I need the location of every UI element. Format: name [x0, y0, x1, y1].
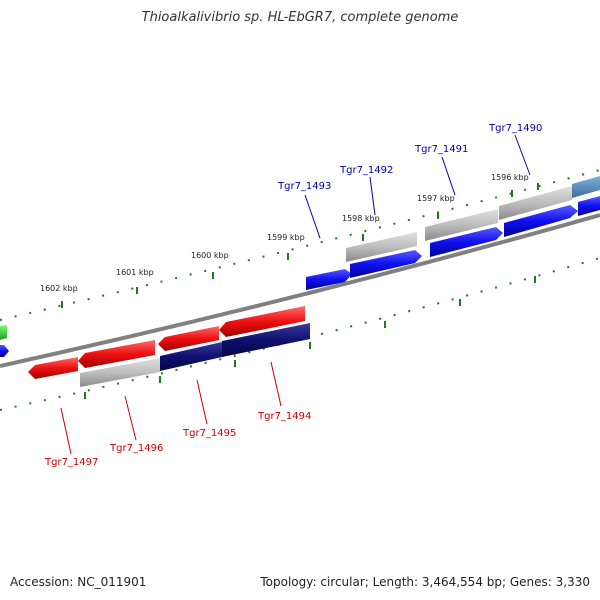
navy-gene-arrow[interactable] [160, 342, 222, 371]
gene-arrow-left-edge[interactable] [0, 345, 9, 357]
grey-gene-arrow[interactable] [425, 209, 498, 241]
gene-arrow-forward-edge[interactable] [578, 196, 600, 216]
grey-gene-arrow[interactable] [499, 186, 572, 220]
topology-text: Topology: circular; Length: 3,464,554 bp… [260, 575, 590, 589]
major-ticks-inner [84, 276, 536, 399]
forward-labels: Tgr7_1493 Tgr7_1492 Tgr7_1491 Tgr7_1490 [277, 123, 542, 239]
forward-genes [0, 196, 600, 357]
gene-label-forward: Tgr7_1490 [488, 123, 542, 134]
reverse-genes [28, 306, 305, 379]
gene-arrow-tgr7-1492[interactable] [350, 250, 422, 278]
tick-label: 1601 kbp [116, 268, 154, 277]
tick-label: 1597 kbp [417, 194, 455, 203]
gene-label-reverse: Tgr7_1496 [109, 443, 163, 454]
reverse-labels: Tgr7_1497 Tgr7_1496 Tgr7_1495 Tgr7_1494 [44, 361, 311, 468]
gene-label-reverse: Tgr7_1495 [182, 428, 236, 439]
grey-gene-arrow[interactable] [346, 232, 417, 262]
tick-label: 1598 kbp [342, 214, 380, 223]
gene-arrow-tgr7-1490[interactable] [504, 205, 578, 237]
gene-label-forward: Tgr7_1492 [339, 165, 393, 176]
grey-gene-arrow-lower[interactable] [80, 358, 160, 387]
accession-text: Accession: NC_011901 [10, 575, 147, 589]
gene-label-forward: Tgr7_1493 [277, 181, 331, 192]
grey-genes-upper [346, 176, 600, 262]
gene-arrow-tgr7-1495[interactable] [158, 326, 219, 351]
gene-arrow-tgr7-1491[interactable] [430, 227, 503, 257]
gene-label-forward: Tgr7_1491 [414, 144, 468, 155]
gene-arrow-tgr7-1496[interactable] [78, 340, 155, 368]
tick-label: 1599 kbp [267, 233, 305, 242]
tick-label: 1600 kbp [191, 251, 229, 260]
genome-backbone [0, 213, 600, 368]
tick-label: 1602 kbp [40, 284, 78, 293]
navy-genes-lower [160, 323, 310, 371]
map-title: Thioalkalivibrio sp. HL-EbGR7, complete … [141, 10, 459, 25]
gene-arrow-tgr7-1494[interactable] [219, 306, 305, 337]
gene-label-reverse: Tgr7_1494 [257, 411, 311, 422]
gene-label-reverse: Tgr7_1497 [44, 457, 98, 468]
gene-arrow-tgr7-1493[interactable] [306, 269, 352, 290]
major-ticks [61, 183, 539, 308]
tick-ring-outer [0, 169, 600, 321]
navy-gene-arrow[interactable] [222, 323, 310, 357]
green-gene-arrow[interactable] [0, 325, 7, 340]
tick-label: 1596 kbp [491, 173, 529, 182]
steel-gene-arrow[interactable] [572, 176, 600, 198]
gene-arrow-tgr7-1497[interactable] [28, 357, 78, 379]
